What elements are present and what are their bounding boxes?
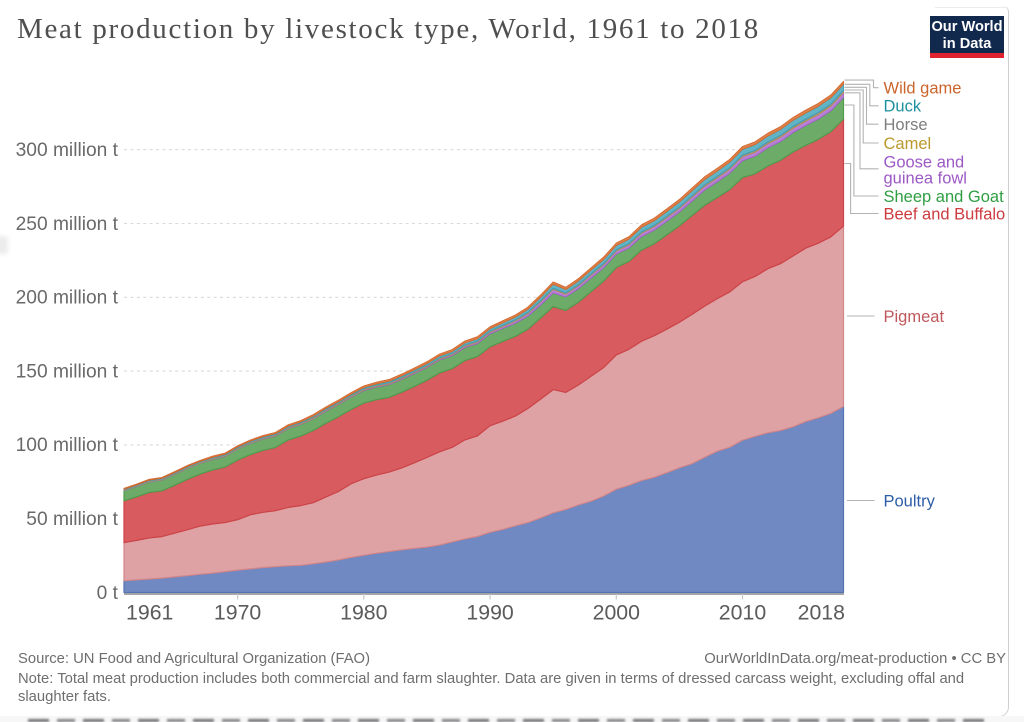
svg-text:guinea fowl: guinea fowl	[884, 169, 967, 187]
svg-text:0 t: 0 t	[97, 583, 119, 604]
svg-text:250 million t: 250 million t	[16, 214, 119, 235]
svg-text:1970: 1970	[214, 601, 262, 625]
svg-text:1980: 1980	[340, 601, 388, 625]
svg-text:2010: 2010	[719, 601, 767, 625]
svg-text:200 million t: 200 million t	[16, 288, 119, 309]
svg-text:Beef and Buffalo: Beef and Buffalo	[884, 205, 1006, 223]
svg-text:Goose and: Goose and	[884, 153, 965, 171]
svg-text:1961: 1961	[126, 601, 173, 625]
svg-text:2018: 2018	[798, 601, 845, 625]
svg-text:300 million t: 300 million t	[16, 140, 119, 161]
svg-text:Horse: Horse	[884, 116, 928, 134]
svg-text:Duck: Duck	[884, 98, 922, 116]
svg-text:Pigmeat: Pigmeat	[884, 308, 945, 326]
svg-text:Sheep and Goat: Sheep and Goat	[884, 188, 1005, 206]
svg-text:1990: 1990	[466, 601, 514, 625]
svg-text:150 million t: 150 million t	[16, 361, 119, 382]
svg-text:100 million t: 100 million t	[16, 435, 119, 456]
svg-text:Wild game: Wild game	[884, 80, 962, 98]
svg-text:Camel: Camel	[884, 135, 932, 153]
svg-text:50 million t: 50 million t	[26, 509, 118, 530]
svg-text:2000: 2000	[593, 601, 641, 625]
svg-text:Poultry: Poultry	[884, 492, 936, 510]
